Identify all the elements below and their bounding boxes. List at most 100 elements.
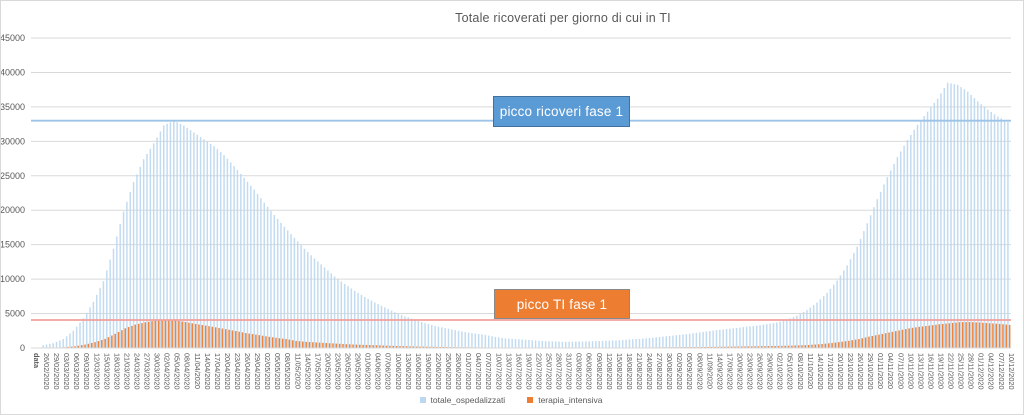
x-tick-label: 16/06/2020 [414, 353, 423, 390]
x-tick-label: 03/03/2020 [62, 353, 71, 390]
x-tick-label: 14/05/2020 [303, 353, 312, 390]
x-tick-label: 10/07/2020 [494, 353, 503, 390]
x-tick-label: 07/07/2020 [484, 353, 493, 390]
x-tick-label: 06/03/2020 [72, 353, 81, 390]
x-tick-label: 12/03/2020 [92, 353, 101, 390]
x-tick-label: 22/06/2020 [434, 353, 443, 390]
x-axis-labels: data 26/02/2020 29/02/2020 03/03/2020 06/03/… [32, 353, 1016, 390]
svg-text:10000: 10000 [1, 274, 25, 284]
x-tick-label: 28/06/2020 [454, 353, 463, 390]
x-tick-label: 22/11/2020 [947, 353, 956, 389]
x-tick-label: 20/04/2020 [223, 353, 232, 390]
x-tick-label: 23/09/2020 [746, 353, 755, 390]
x-tick-label: 14/10/2020 [816, 353, 825, 390]
x-tick-label: 08/10/2020 [796, 353, 805, 390]
x-tick-label: 09/03/2020 [82, 353, 91, 390]
x-tick-label: 01/11/2020 [876, 353, 885, 389]
x-tick-label: 07/11/2020 [896, 353, 905, 389]
annotation-picco-ti-box: picco TI fase 1 [494, 289, 630, 319]
svg-text:5000: 5000 [5, 309, 25, 319]
x-tick-label: 29/09/2020 [766, 353, 775, 390]
x-tick-label: 23/05/2020 [333, 353, 342, 390]
x-tick-label: 15/03/2020 [102, 353, 111, 390]
x-tick-label: 04/06/2020 [374, 353, 383, 390]
x-tick-label: 11/10/2020 [806, 353, 815, 389]
x-tick-label: 04/07/2020 [474, 353, 483, 390]
svg-text:35000: 35000 [1, 102, 25, 112]
x-tick-label: 06/08/2020 [585, 353, 594, 390]
x-tick-label: 03/08/2020 [575, 353, 584, 390]
x-tick-label: 25/07/2020 [545, 353, 554, 390]
x-tick-label: 04/11/2020 [886, 353, 895, 389]
x-tick-label: 01/12/2020 [977, 353, 986, 390]
x-tick-label: 26/02/2020 [42, 353, 51, 390]
x-tick-label: 13/07/2020 [504, 353, 513, 390]
x-tick-label: 19/06/2020 [424, 353, 433, 390]
x-tick-label: 26/10/2020 [856, 353, 865, 390]
x-tick-label: 16/11/2020 [926, 353, 935, 389]
x-tick-label: 18/08/2020 [625, 353, 634, 390]
x-tick-label: 28/11/2020 [967, 353, 976, 389]
x-tick-label: 08/04/2020 [183, 353, 192, 390]
x-tick-label: 30/03/2020 [153, 353, 162, 390]
y-axis-labels: 0 5000 10000 15000 20000 25000 30000 35000 40000… [1, 33, 25, 353]
x-tick-label: 19/07/2020 [524, 353, 533, 390]
x-tick-label: 13/06/2020 [404, 353, 413, 390]
x-tick-label: 18/03/2020 [112, 353, 121, 390]
x-tick-label: 09/08/2020 [595, 353, 604, 390]
x-tick-label: 10/06/2020 [394, 353, 403, 390]
x-tick-label: 29/05/2020 [354, 353, 363, 390]
svg-text:20000: 20000 [1, 205, 25, 215]
legend-label-totale-ospedalizzati: totale_ospedalizzati [430, 395, 506, 405]
x-tick-label: data [32, 353, 41, 369]
x-tick-label: 23/10/2020 [846, 353, 855, 390]
x-tick-label: 16/07/2020 [514, 353, 523, 390]
legend-item-totale-ospedalizzati: totale_ospedalizzati [419, 395, 506, 405]
svg-text:45000: 45000 [1, 33, 25, 43]
x-tick-label: 20/10/2020 [836, 353, 845, 390]
x-tick-label: 05/04/2020 [173, 353, 182, 390]
x-tick-label: 19/11/2020 [936, 353, 945, 389]
x-tick-label: 26/09/2020 [756, 353, 765, 390]
x-tick-label: 29/10/2020 [866, 353, 875, 390]
x-tick-label: 10/11/2020 [906, 353, 915, 389]
svg-text:0: 0 [20, 343, 25, 353]
x-tick-label: 31/07/2020 [565, 353, 574, 390]
bars-totale-ospedalizzati [42, 82, 1009, 349]
x-tick-label: 02/09/2020 [675, 353, 684, 390]
x-tick-label: 27/03/2020 [143, 353, 152, 390]
x-tick-label: 29/04/2020 [253, 353, 262, 390]
x-tick-label: 14/09/2020 [715, 353, 724, 390]
x-tick-label: 07/12/2020 [997, 353, 1006, 390]
x-tick-label: 15/08/2020 [615, 353, 624, 390]
x-tick-label: 08/09/2020 [695, 353, 704, 390]
x-tick-label: 05/09/2020 [685, 353, 694, 390]
x-tick-label: 24/08/2020 [645, 353, 654, 390]
legend-item-terapia-intensiva: terapia_intensiva [527, 395, 602, 405]
x-tick-label: 17/09/2020 [725, 353, 734, 390]
legend-marker-orange-square-icon [527, 397, 534, 403]
chart-title: Totale ricoverati per giorno di cui in T… [455, 11, 671, 25]
x-tick-label: 05/05/2020 [273, 353, 282, 390]
x-tick-label: 02/04/2020 [163, 353, 172, 390]
x-tick-label: 14/04/2020 [203, 353, 212, 390]
x-tick-label: 01/06/2020 [364, 353, 373, 390]
x-tick-label: 20/05/2020 [323, 353, 332, 390]
x-tick-label: 21/03/2020 [122, 353, 131, 390]
x-tick-label: 12/08/2020 [605, 353, 614, 390]
x-tick-label: 26/05/2020 [344, 353, 353, 390]
x-tick-label: 05/10/2020 [786, 353, 795, 390]
x-tick-label: 02/10/2020 [776, 353, 785, 390]
x-tick-label: 23/04/2020 [233, 353, 242, 390]
svg-text:30000: 30000 [1, 136, 25, 146]
x-tick-label: 02/05/2020 [263, 353, 272, 390]
x-tick-label: 07/06/2020 [384, 353, 393, 390]
x-tick-label: 20/09/2020 [735, 353, 744, 390]
legend-label-terapia-intensiva: terapia_intensiva [538, 395, 603, 405]
x-tick-label: 11/04/2020 [193, 353, 202, 389]
x-tick-label: 28/07/2020 [555, 353, 564, 390]
chart-legend: totale_ospedalizzati terapia_intensiva [31, 392, 991, 408]
x-tick-label: 22/07/2020 [534, 353, 543, 390]
x-tick-label: 11/09/2020 [705, 353, 714, 389]
